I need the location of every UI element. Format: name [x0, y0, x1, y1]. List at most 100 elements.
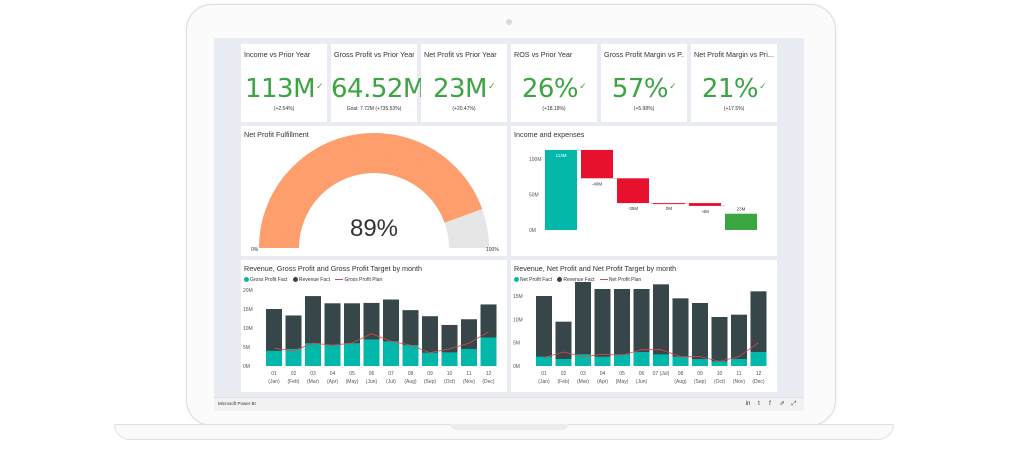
profit-bar [536, 356, 552, 366]
revenue-bar [575, 282, 591, 366]
data-label: 0M [666, 206, 673, 211]
plan-line [543, 342, 759, 362]
x-tick-label: (Apr) [597, 379, 608, 385]
revenue-bar [633, 289, 650, 366]
twitter-icon[interactable]: t [758, 401, 760, 407]
kpi-card-ros[interactable]: ROS vs Prior Year 26%✓ (+18.18%) [511, 44, 597, 122]
data-label: -35M [628, 206, 639, 211]
footer-bar: Microsoft Power BI in t f ⇗ ⤢ [214, 397, 804, 411]
gauge-tile[interactable]: Net Profit Fulfillment 89% 0% 100% [241, 126, 507, 256]
legend-item[interactable]: Revenue Fact [292, 277, 330, 283]
profit-bar [305, 343, 321, 366]
x-tick-label: 11 [736, 371, 741, 377]
kpi-title: Gross Profit vs Prior Year [334, 50, 414, 59]
x-tick-label: 11 [466, 371, 471, 377]
screen: Income vs Prior Year 113M✓ (+2.54%) Gros… [214, 38, 804, 411]
x-tick-label: (Jun) [366, 379, 378, 385]
profit-bar [324, 345, 341, 366]
x-tick-label: (Mar) [577, 379, 589, 385]
facebook-icon[interactable]: f [769, 401, 771, 407]
profit-bar [441, 352, 458, 366]
net-profit-chart-tile[interactable]: Revenue, Net Profit and Net Profit Targe… [511, 260, 777, 392]
gross-profit-chart-tile[interactable]: Revenue, Gross Profit and Gross Profit T… [241, 260, 507, 392]
x-tick-label: 02 [291, 371, 297, 377]
revenue-bar [614, 289, 630, 366]
profit-bar [594, 356, 611, 366]
kpi-card-net-profit[interactable]: Net Profit vs Prior Year 23M✓ (+20.47%) [421, 44, 507, 122]
profit-bar [480, 337, 497, 366]
gauge-max-label: 100% [486, 247, 499, 253]
kpi-subtext: (+17.5%) [723, 106, 745, 112]
profit-bar [555, 359, 572, 366]
kpi-value: 64.52M✓ [331, 74, 433, 104]
x-tick-label: (Feb) [288, 379, 300, 385]
fullscreen-icon[interactable]: ⤢ [791, 401, 797, 407]
kpi-card-income[interactable]: Income vs Prior Year 113M✓ (+2.54%) [241, 44, 327, 122]
x-tick-label: 08 [678, 371, 684, 377]
y-tick-label: 10M [513, 317, 523, 323]
kpi-title: ROS vs Prior Year [514, 50, 573, 59]
revenue-bar [536, 296, 552, 366]
x-tick-label: 08 [408, 371, 414, 377]
legend-item[interactable]: Revenue Fact [557, 277, 594, 283]
legend-item[interactable]: Gross Profit Plan [335, 277, 382, 283]
x-tick-label: (Oct) [444, 379, 455, 385]
y-tick-label: 20M [243, 288, 253, 294]
revenue-bar [555, 321, 572, 366]
legend-item[interactable]: Net Profit Plan [599, 277, 641, 283]
kpi-subtext: (+20.47%) [452, 106, 476, 112]
checkmark-icon: ✓ [579, 82, 587, 92]
share-icon[interactable]: ⇗ [779, 401, 785, 407]
kpi-card-gross-profit[interactable]: Gross Profit vs Prior Year 64.52M✓ Goal:… [331, 44, 433, 122]
y-tick-label: 0M [243, 364, 250, 370]
y-tick-label: 5M [513, 341, 520, 347]
legend-item[interactable]: Net Profit Fact [514, 277, 552, 283]
chart-legend: Net Profit Fact Revenue Fact Net Profit … [514, 277, 645, 283]
gauge-chart: 89% 0% 100% [251, 133, 499, 253]
kpi-card-gross-margin[interactable]: Gross Profit Margin vs P... 57%✓ (+5.98%… [601, 44, 687, 122]
kpi-value: 21%✓ [701, 74, 767, 104]
profit-bar [633, 352, 650, 366]
profit-bar [285, 348, 302, 366]
x-tick-label: (Dec) [752, 379, 765, 385]
chart-title: Revenue, Net Profit and Net Profit Targe… [514, 264, 677, 273]
linkedin-icon[interactable]: in [745, 401, 751, 407]
profit-bar [672, 356, 689, 366]
x-tick-label: 04 [330, 371, 336, 377]
x-tick-label: 03 [580, 371, 586, 377]
kpi-subtext: (+5.98%) [633, 106, 655, 112]
data-label: -4M [701, 209, 709, 214]
x-tick-label: 09 [697, 371, 703, 377]
x-tick-label: (Sep) [694, 379, 707, 385]
waterfall-tile[interactable]: Income and expenses 0M 50M 100M 113M -40M -35… [511, 126, 777, 256]
profit-bar [402, 345, 419, 366]
kpi-value: 113M✓ [244, 74, 324, 104]
x-tick-label: (Mar) [307, 379, 319, 385]
kpi-subtext: (+2.54%) [273, 106, 295, 112]
gross-profit-bar-chart: 0M 5M 10M 15M 20M 01 (Jan) 02 (Feb) 03 (Mar) 04 (Apr… [243, 288, 497, 385]
revenue-bar [672, 298, 689, 366]
kpi-value: 23M✓ [432, 74, 496, 104]
waterfall-bar [581, 149, 613, 179]
x-tick-label: 10 [717, 371, 723, 377]
checkmark-icon: ✓ [487, 82, 496, 92]
x-tick-label: 01 [271, 371, 277, 377]
x-tick-label: (Jan) [268, 379, 280, 385]
dashboard-canvas: Income vs Prior Year 113M✓ (+2.54%) Gros… [214, 38, 804, 397]
chart-legend: Gross Profit Fact Revenue Fact Gross Pro… [244, 277, 386, 283]
gauge-value-label: 89% [350, 215, 398, 242]
profit-bar [461, 348, 477, 366]
x-tick-label: 01 [541, 371, 547, 377]
checkmark-icon: ✓ [759, 82, 767, 92]
gauge-fill [259, 133, 483, 248]
profit-bar [711, 361, 728, 366]
kpi-card-net-margin[interactable]: Net Profit Margin vs Pri... 21%✓ (+17.5%… [691, 44, 777, 122]
y-tick-label: 100M [529, 157, 542, 163]
profit-bar [731, 359, 747, 366]
legend-item[interactable]: Gross Profit Fact [244, 277, 288, 283]
x-tick-label: 09 [427, 371, 433, 377]
x-tick-label: (Jul) [386, 379, 396, 385]
y-tick-label: 50M [529, 193, 539, 199]
profit-bar [614, 354, 630, 366]
y-tick-label: 5M [243, 345, 250, 351]
